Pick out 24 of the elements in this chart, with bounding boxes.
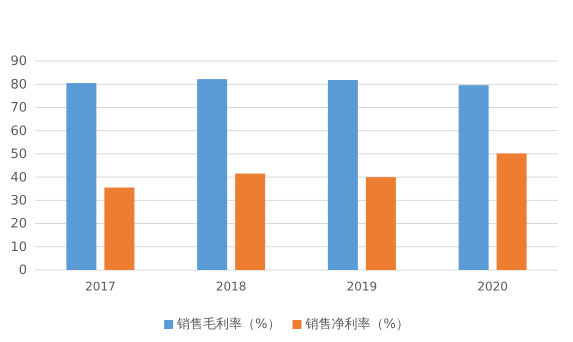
legend-label: 销售毛利率（%） — [176, 316, 280, 332]
bar — [197, 79, 228, 270]
y-tick-label: 70 — [10, 100, 27, 116]
bar — [104, 188, 134, 270]
legend-label: 销售净利率（%） — [304, 316, 409, 332]
bar — [235, 174, 266, 270]
x-tick-label: 2020 — [477, 280, 508, 294]
bar — [328, 80, 358, 270]
x-tick-label: 2019 — [346, 280, 378, 294]
x-tick-label: 2017 — [85, 280, 116, 294]
y-tick-label: 10 — [10, 240, 27, 255]
y-tick-label: 60 — [10, 124, 27, 139]
y-tick-label: 90 — [10, 54, 27, 70]
y-tick-label: 0 — [18, 263, 27, 278]
bar — [66, 83, 96, 270]
y-tick-label: 50 — [10, 147, 27, 162]
y-tick-label: 40 — [10, 170, 27, 186]
y-tick-label: 20 — [10, 216, 27, 232]
bar — [458, 85, 489, 270]
bar — [496, 153, 527, 270]
bar — [366, 177, 396, 270]
y-tick-label: 30 — [10, 193, 27, 208]
y-tick-label: 80 — [10, 77, 27, 92]
x-tick-label: 2018 — [216, 280, 246, 294]
